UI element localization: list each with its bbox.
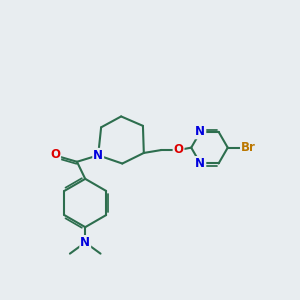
Text: N: N (195, 125, 205, 138)
Text: O: O (174, 143, 184, 157)
Text: N: N (93, 149, 103, 162)
Text: Br: Br (241, 141, 256, 154)
Text: N: N (80, 236, 90, 249)
Text: N: N (195, 157, 205, 170)
Text: O: O (50, 148, 60, 161)
